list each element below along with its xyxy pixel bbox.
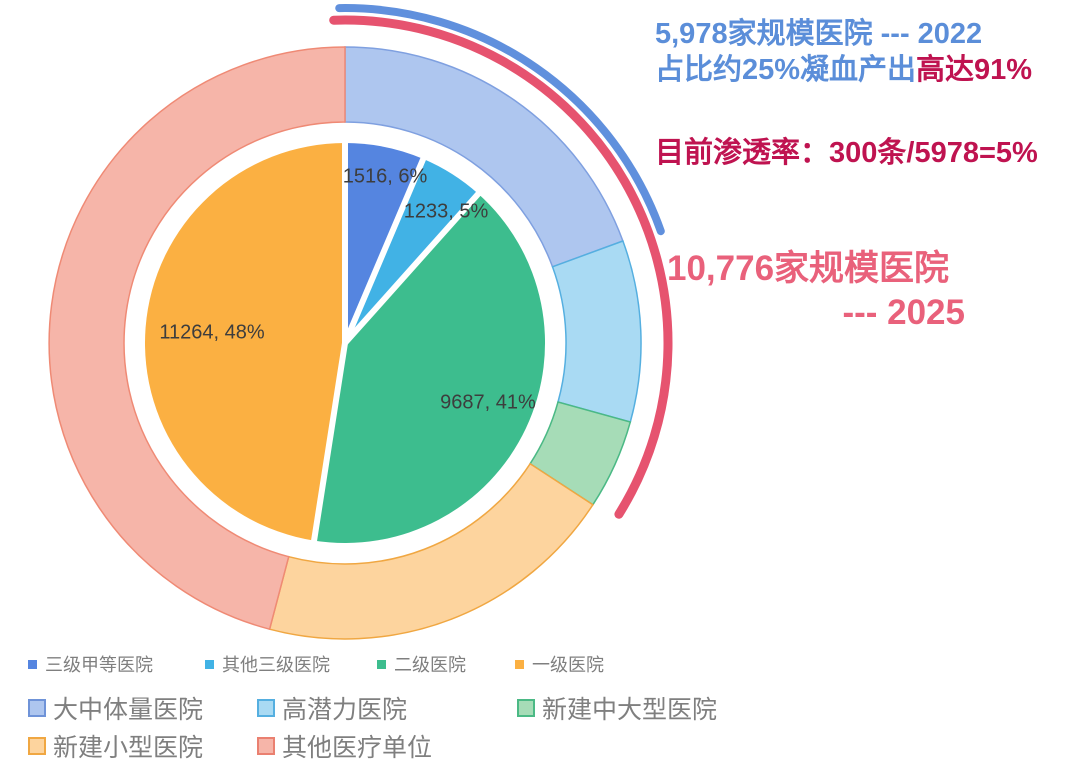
- legend-item: 三级甲等医院: [28, 651, 205, 677]
- annotation-2022-line2: 占比约25%凝血产出高达91%: [655, 54, 1033, 86]
- legend-item: 其他医疗单位: [257, 728, 517, 764]
- pie-separator: [310, 342, 348, 543]
- legend-row-inner: 三级甲等医院 其他三级医院 二级医院 一级医院: [28, 653, 604, 675]
- legend-item: 一级医院: [515, 651, 604, 677]
- pie-label-其他三级医院: 1233, 5%: [403, 200, 489, 223]
- arc-2022: [335, 4, 665, 236]
- ring-segment-高潜力医院: [551, 240, 642, 423]
- annotation-2022-line1: 5,978家规模医院 --- 2022: [655, 18, 983, 50]
- pie-label-一级医院: 11264, 48%: [159, 321, 265, 344]
- legend-swatch: [257, 737, 275, 755]
- legend-item: 高潜力医院: [257, 690, 517, 726]
- legend-label: 新建小型医院: [53, 734, 204, 762]
- legend-item: 其他三级医院: [205, 651, 377, 677]
- legend-row-outer-2: 新建小型医院 其他医疗单位: [28, 730, 517, 762]
- legend-swatch: [515, 659, 524, 669]
- legend-label: 高潜力医院: [282, 696, 408, 724]
- legend-label: 一级医院: [532, 655, 604, 675]
- legend-item: 新建中大型医院: [517, 690, 717, 726]
- annotation-penetration: 目前渗透率：300条/5978=5%: [655, 137, 1038, 169]
- pie-slice-其他三级医院: [345, 158, 479, 343]
- pie-slice-二级医院: [314, 193, 546, 544]
- annotation-2022: 5,978家规模医院 --- 2022 占比约25%凝血产出高达91%: [655, 16, 1032, 88]
- legend-label: 大中体量医院: [53, 696, 204, 724]
- legend-label: 其他三级医院: [222, 655, 330, 675]
- pie-label-二级医院: 9687, 41%: [440, 391, 536, 414]
- legend-label: 新建中大型医院: [542, 696, 718, 724]
- legend-row-outer-1: 大中体量医院 高潜力医院 新建中大型医院: [28, 692, 717, 724]
- ring-segment-其他医疗单位: [48, 46, 346, 631]
- legend-swatch: [28, 699, 46, 717]
- legend-item: 二级医院: [377, 651, 515, 677]
- legend-item: 新建小型医院: [28, 728, 257, 764]
- legend-swatch: [28, 737, 46, 755]
- legend-label: 三级甲等医院: [45, 655, 153, 675]
- nested-donut-chart: [48, 4, 673, 640]
- pie-label-三级甲等医院: 1516, 6%: [342, 165, 428, 188]
- legend-swatch: [28, 659, 37, 669]
- legend-item: 大中体量医院: [28, 690, 257, 726]
- annotation-2025-line2: --- 2025: [842, 293, 965, 332]
- pie-slice-一级医院: [144, 143, 345, 541]
- legend-swatch: [205, 659, 214, 669]
- annotation-2025: 10,776家规模医院 --- 2025: [667, 247, 965, 335]
- legend-swatch: [257, 699, 275, 717]
- arc-2025: [329, 15, 673, 519]
- pie-separator: [342, 191, 482, 345]
- legend-swatch: [377, 659, 386, 669]
- annotation-2025-line1: 10,776家规模医院: [667, 249, 950, 288]
- legend-label: 其他医疗单位: [282, 734, 433, 762]
- legend-swatch: [517, 699, 535, 717]
- legend-label: 二级医院: [394, 655, 466, 675]
- pie-separator: [342, 156, 427, 345]
